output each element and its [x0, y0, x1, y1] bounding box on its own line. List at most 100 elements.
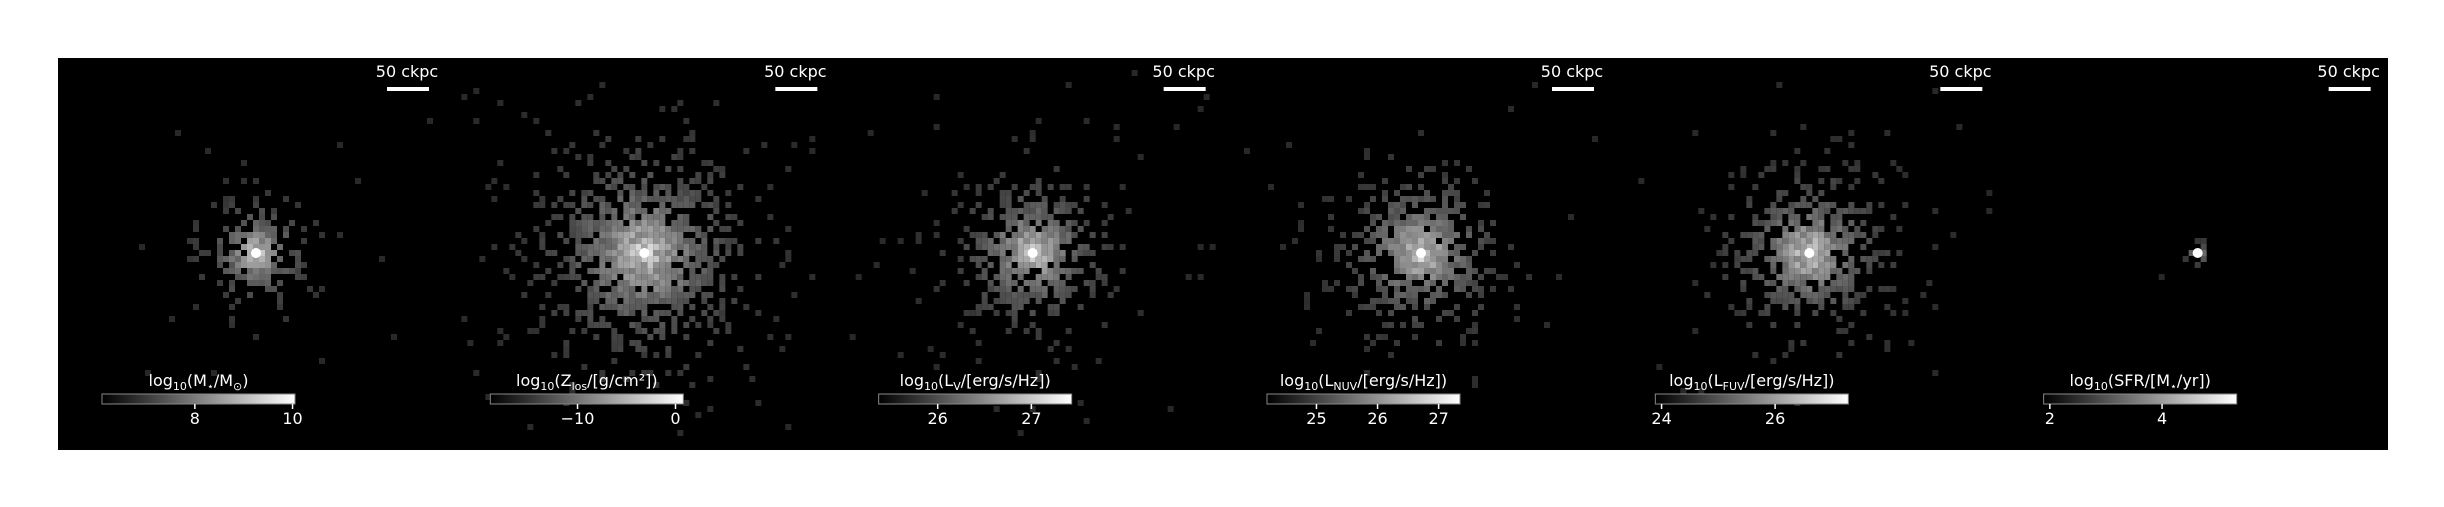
pixel	[1077, 268, 1084, 274]
pixel	[1896, 166, 1903, 172]
pixel	[1137, 154, 1144, 160]
pixel	[611, 298, 618, 304]
pixel	[689, 244, 696, 250]
pixel	[629, 208, 636, 214]
pixel	[671, 232, 678, 238]
pixel	[1794, 304, 1801, 310]
pixel	[1304, 298, 1310, 304]
pixel	[719, 166, 726, 172]
pixel	[503, 334, 510, 340]
pixel	[767, 334, 774, 340]
pixel	[701, 310, 708, 316]
pixel	[563, 274, 570, 280]
pixel	[689, 250, 696, 256]
pixel	[683, 220, 690, 226]
pixel	[247, 232, 253, 238]
scale-bar-label: 50 ckpc	[376, 62, 438, 81]
pixel	[1370, 304, 1376, 310]
pixel	[1752, 184, 1759, 190]
pixel	[987, 184, 994, 190]
pixel	[987, 280, 994, 286]
pixel	[1113, 124, 1120, 130]
pixel	[713, 250, 720, 256]
pixel	[1776, 220, 1783, 226]
pixel	[623, 304, 630, 310]
pixel	[2182, 256, 2189, 262]
pixel	[1448, 184, 1454, 190]
pixel	[725, 202, 732, 208]
pixel	[1077, 304, 1084, 310]
pixel	[283, 316, 289, 322]
pixel	[1728, 214, 1735, 220]
pixel	[1376, 244, 1382, 250]
pixel	[647, 214, 654, 220]
pixel	[1101, 322, 1108, 328]
pixel	[1454, 262, 1460, 268]
colorbar-label: log10(Zlos/[g/cm²])	[516, 371, 658, 393]
pixel	[611, 346, 618, 352]
pixel	[1364, 208, 1370, 214]
pixel	[1788, 202, 1795, 208]
pixel	[611, 262, 618, 268]
pixel	[695, 286, 702, 292]
pixel	[1782, 280, 1789, 286]
pixel	[521, 112, 528, 118]
pixel	[1818, 208, 1825, 214]
colorbar-tick-label: 4	[2157, 409, 2167, 428]
pixel	[659, 310, 666, 316]
pixel	[313, 220, 319, 226]
pixel	[1770, 292, 1777, 298]
pixel	[1454, 250, 1460, 256]
pixel	[791, 142, 798, 148]
pixel	[671, 328, 678, 334]
pixel	[1764, 226, 1771, 232]
pixel	[1734, 250, 1741, 256]
pixel	[1083, 244, 1090, 250]
pixel	[1119, 268, 1126, 274]
pixel	[1065, 232, 1072, 238]
pixel	[647, 232, 654, 238]
pixel	[1029, 280, 1036, 286]
pixel	[1053, 292, 1060, 298]
pixel	[1430, 244, 1436, 250]
pixel	[295, 274, 301, 280]
pixel	[1842, 208, 1849, 214]
pixel	[205, 148, 211, 154]
pixel	[665, 190, 672, 196]
pixel	[1812, 226, 1819, 232]
pixel	[1388, 202, 1394, 208]
pixel	[1035, 256, 1042, 262]
pixel	[1800, 262, 1807, 268]
pixel	[671, 286, 678, 292]
pixel	[1418, 268, 1424, 274]
pixel	[1101, 280, 1108, 286]
pixel	[1197, 106, 1204, 112]
pixel	[1758, 238, 1765, 244]
pixel	[695, 196, 702, 202]
pixel	[749, 376, 756, 382]
pixel	[1059, 298, 1066, 304]
pixel	[1502, 274, 1508, 280]
pixel	[1830, 226, 1837, 232]
pixel	[1424, 298, 1430, 304]
pixel	[2158, 274, 2165, 280]
pixel	[599, 316, 606, 322]
pixel	[1388, 220, 1394, 226]
pixel	[653, 196, 660, 202]
pixel	[653, 226, 660, 232]
pixel	[1203, 94, 1210, 100]
pixel	[265, 280, 271, 286]
pixel	[337, 232, 343, 238]
pixel	[1035, 370, 1042, 376]
pixel	[653, 382, 660, 388]
pixel	[701, 298, 708, 304]
pixel	[855, 274, 862, 280]
label-part: (L	[1318, 371, 1333, 390]
pixel	[1454, 190, 1460, 196]
pixel	[1460, 244, 1466, 250]
pixel	[677, 244, 684, 250]
pixel	[241, 274, 247, 280]
pixel	[1436, 286, 1442, 292]
pixel	[1388, 310, 1394, 316]
